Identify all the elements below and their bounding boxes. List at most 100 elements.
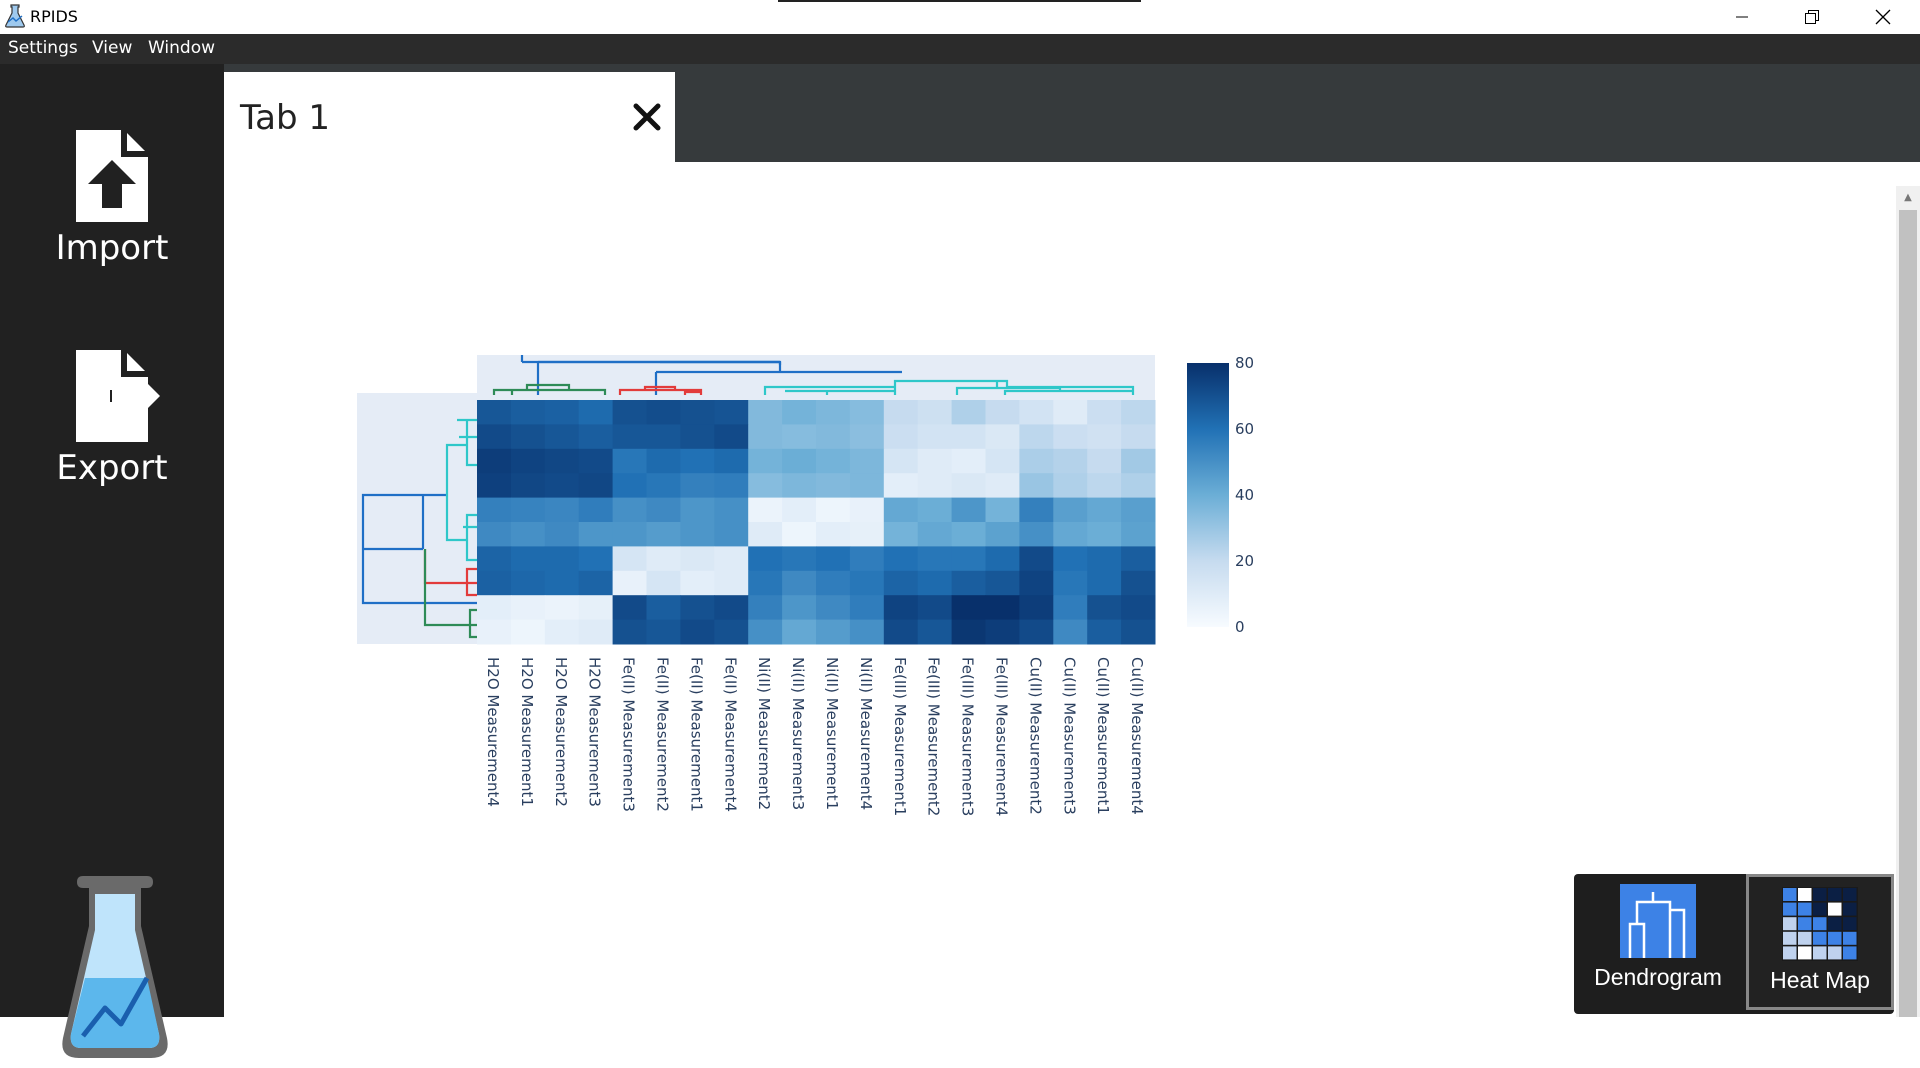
heatmap-cell: [1019, 497, 1054, 523]
heatmap-icon-cell: [1813, 902, 1827, 916]
heatmap-cell: [1053, 448, 1088, 474]
menu-view[interactable]: View: [92, 38, 133, 58]
heatmap-cell: [544, 595, 580, 621]
heatmap-cell: [477, 546, 512, 572]
heatmap-cell: [612, 595, 647, 621]
heatmap-cell: [748, 424, 783, 450]
heatmap-icon-cell: [1843, 888, 1857, 901]
heatmap-cell: [714, 522, 749, 547]
heatmap-cell: [849, 424, 885, 450]
export-button[interactable]: Export: [0, 350, 224, 488]
heatmap-cell: [646, 570, 681, 596]
scroll-up-arrow-icon[interactable]: ▲: [1904, 191, 1912, 203]
heatmap-cell: [917, 424, 953, 450]
heatmap-cell: [748, 473, 783, 499]
heatmap-cell: [782, 424, 817, 450]
heatmap-cell: [646, 448, 681, 474]
heatmap-cell: [1019, 570, 1054, 596]
heatmap-cell: [1121, 400, 1156, 425]
heatmap-cell: [985, 473, 1020, 499]
heatmap-cell: [680, 570, 715, 596]
heatmap-cell: [544, 522, 580, 547]
top-dendrogram: [492, 355, 1135, 395]
heatmap-cell: [1087, 570, 1122, 596]
menu-settings[interactable]: Settings: [8, 38, 78, 58]
close-icon: [1875, 9, 1891, 25]
heatmap-cell: [883, 570, 919, 596]
heatmap-view-button[interactable]: Heat Map: [1746, 874, 1894, 1010]
x-tick-label: Fe(II) Measurement3: [620, 657, 638, 812]
heatmap-cell: [1121, 424, 1156, 450]
colorbar-tick-label: 0: [1235, 618, 1245, 636]
heatmap-icon-cell: [1813, 888, 1827, 901]
heatmap-icon-cell: [1783, 946, 1797, 960]
heatmap-cell: [1053, 497, 1088, 523]
restore-button[interactable]: [1777, 0, 1847, 34]
heatmap-cell: [985, 595, 1020, 621]
heatmap-cell: [510, 595, 546, 621]
heatmap-chart: H2O Measurement4 H2O Measurement1 H2O Meas…: [357, 355, 1254, 816]
heatmap-cell: [680, 619, 715, 645]
heatmap-cell: [849, 448, 885, 474]
heatmap-cell: [680, 595, 715, 621]
scroll-thumb[interactable]: [1899, 210, 1917, 1017]
heatmap-cell: [748, 619, 783, 645]
heatmap-cell: [951, 546, 986, 572]
heatmap-icon-cell: [1843, 902, 1857, 916]
heatmap-cell: [714, 570, 749, 596]
heatmap-cell: [612, 522, 647, 547]
x-tick-label: Fe(III) Measurement2: [925, 657, 943, 816]
dendrogram-branch: [618, 385, 703, 395]
close-window-button[interactable]: [1848, 0, 1918, 34]
heatmap-cell: [544, 400, 580, 425]
dendrogram-view-button[interactable]: Dendrogram: [1574, 874, 1742, 1010]
import-label: Import: [55, 228, 169, 268]
import-button[interactable]: Import: [0, 130, 224, 268]
heatmap-cell: [883, 473, 919, 499]
heatmap-cell: [680, 522, 715, 547]
heatmap-icon-cell: [1828, 946, 1842, 960]
flask-icon: [5, 4, 25, 28]
heatmap-cell: [917, 497, 953, 523]
heatmap-cell: [748, 448, 783, 474]
close-tab-icon[interactable]: [630, 100, 664, 134]
x-axis-labels: H2O Measurement4 H2O Measurement1 H2O Meas…: [484, 657, 1146, 816]
heatmap-cell: [714, 400, 749, 425]
heatmap-cell: [951, 424, 986, 450]
x-tick-label: Fe(III) Measurement3: [959, 657, 977, 816]
title-accent-line: [778, 0, 1141, 2]
heatmap-cell: [646, 400, 681, 425]
heatmap-cell: [849, 400, 885, 425]
heatmap-cell: [1087, 473, 1122, 499]
heatmap-cell: [1087, 546, 1122, 572]
heatmap-cell: [849, 522, 885, 547]
heatmap-cell: [883, 448, 919, 474]
heatmap-icon-cell: [1813, 917, 1827, 931]
colorbar-tick-label: 20: [1235, 552, 1254, 570]
heatmap-cell: [1121, 448, 1156, 474]
heatmap-cell: [1019, 619, 1054, 645]
menu-window[interactable]: Window: [148, 38, 216, 58]
heatmap-cell: [1087, 619, 1122, 645]
heatmap-cell: [612, 570, 647, 596]
heatmap-cell: [917, 400, 953, 425]
heatmap-cell: [1087, 400, 1122, 425]
heatmap-cell: [883, 424, 919, 450]
heatmap-cell: [883, 522, 919, 547]
tab-1[interactable]: Tab 1: [224, 72, 675, 162]
heatmap-cell: [612, 400, 647, 425]
minimize-button[interactable]: [1707, 0, 1777, 34]
heatmap-cell: [816, 448, 851, 474]
heatmap-cell: [714, 497, 749, 523]
heatmap-cell: [646, 497, 681, 523]
heatmap-cell: [782, 570, 817, 596]
x-tick-label: H2O Measurement1: [518, 657, 536, 807]
heatmap-cell: [680, 497, 715, 523]
heatmap-cell: [578, 570, 614, 596]
x-tick-label: Fe(III) Measurement1: [891, 657, 909, 816]
heatmap-icon-cell: [1828, 888, 1842, 901]
heatmap-cell: [714, 619, 749, 645]
heatmap-cell: [883, 400, 919, 425]
heatmap-cell: [816, 546, 851, 572]
vertical-scrollbar[interactable]: ▲: [1896, 186, 1920, 1017]
